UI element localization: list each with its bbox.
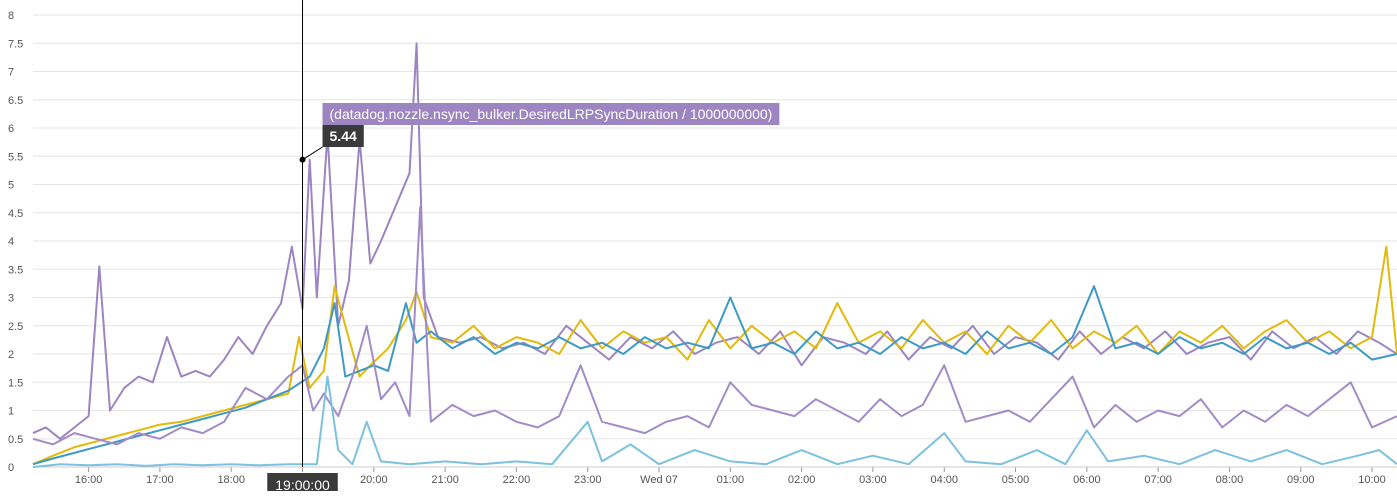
x-tick-label: 07:00: [1144, 474, 1172, 486]
x-tick-label: 09:00: [1287, 474, 1315, 486]
x-tick-label: 23:00: [574, 474, 602, 486]
y-axis: 0 0.5 1 1.5 2 2.5 3 3.5 4 4.5 5 5.5 6 6.5 7 7.5 8: [8, 10, 23, 474]
x-tick-label: 18:00: [217, 474, 245, 486]
y-tick-label: 0: [8, 462, 14, 474]
y-tick-label: 3.5: [8, 264, 23, 276]
x-tick-label: 05:00: [1002, 474, 1030, 486]
y-tick-label: 7.5: [8, 38, 23, 50]
y-tick-label: 5: [8, 180, 14, 192]
x-tick-label: Wed 07: [640, 474, 678, 486]
y-tick-label: 0.5: [8, 434, 23, 446]
y-tick-label: 2: [8, 349, 14, 361]
cursor-time-label: 19:00:00: [275, 477, 330, 491]
tooltip-connector: [303, 147, 323, 160]
y-tick-label: 1: [8, 406, 14, 418]
y-tick-label: 1.5: [8, 377, 23, 389]
tooltip-title: (datadog.nozzle.nsync_bulker.DesiredLRPS…: [330, 106, 773, 122]
x-tick-label: 01:00: [717, 474, 745, 486]
x-tick-label: 03:00: [859, 474, 887, 486]
y-tick-label: 6.5: [8, 95, 23, 107]
y-tick-label: 4: [8, 236, 14, 248]
y-tick-label: 6: [8, 123, 14, 135]
x-tick-label: 20:00: [360, 474, 388, 486]
x-tick-label: 10:00: [1358, 474, 1386, 486]
x-axis: 16:0017:0018:0019:0020:0021:0022:0023:00…: [33, 467, 1397, 486]
tooltip-value: 5.44: [330, 128, 357, 144]
series-line-3[interactable]: [33, 286, 1397, 464]
y-tick-label: 8: [8, 10, 14, 22]
hover-cursor: (datadog.nozzle.nsync_bulker.DesiredLRPS…: [267, 0, 779, 491]
x-tick-label: 08:00: [1216, 474, 1244, 486]
x-tick-label: 21:00: [431, 474, 459, 486]
x-tick-label: 16:00: [75, 474, 103, 486]
series-line-5[interactable]: [33, 377, 1397, 467]
y-tick-label: 7: [8, 67, 14, 79]
series-line-2[interactable]: [33, 247, 1397, 465]
x-tick-label: 04:00: [930, 474, 958, 486]
y-tick-label: 4.5: [8, 208, 23, 220]
x-tick-label: 17:00: [146, 474, 174, 486]
x-tick-label: 02:00: [788, 474, 816, 486]
y-tick-label: 3: [8, 293, 14, 305]
y-tick-label: 5.5: [8, 151, 23, 163]
y-tick-label: 2.5: [8, 321, 23, 333]
x-tick-label: 22:00: [503, 474, 531, 486]
x-tick-label: 06:00: [1073, 474, 1101, 486]
